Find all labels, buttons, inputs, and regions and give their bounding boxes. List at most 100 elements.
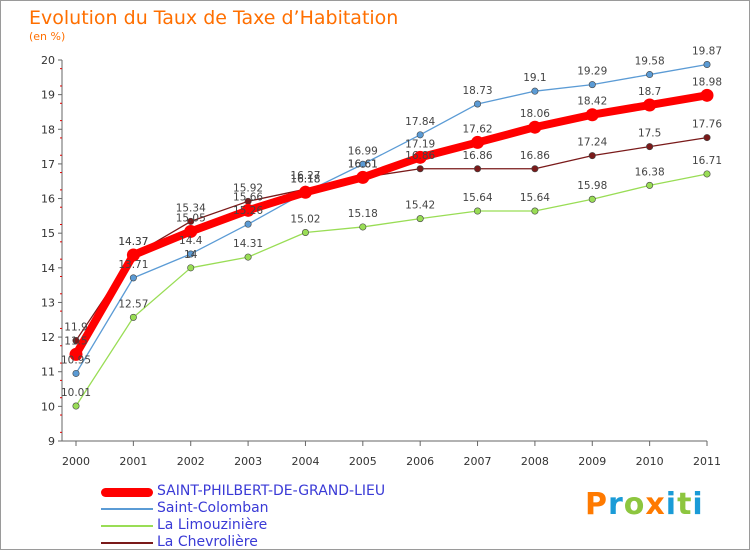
data-label: 14.37 bbox=[118, 236, 148, 248]
data-point bbox=[588, 195, 596, 203]
data-point bbox=[416, 165, 424, 173]
brand-letter: o bbox=[623, 487, 646, 522]
data-label: 15.26 bbox=[233, 205, 263, 217]
data-point bbox=[531, 165, 539, 173]
data-point bbox=[471, 135, 485, 149]
data-label: 16.38 bbox=[635, 166, 665, 178]
legend-label: SAINT-PHILBERT-DE-GRAND-LIEU bbox=[157, 483, 386, 499]
x-tick-label: 2001 bbox=[119, 455, 147, 468]
series-line bbox=[75, 136, 708, 342]
data-point bbox=[588, 152, 596, 160]
data-point bbox=[474, 207, 482, 215]
series-lines bbox=[72, 63, 711, 407]
data-label: 19.87 bbox=[692, 46, 722, 58]
data-label: 17.62 bbox=[463, 123, 493, 135]
data-point bbox=[528, 120, 542, 134]
brand-letter: x bbox=[645, 487, 666, 522]
series-line bbox=[72, 91, 711, 359]
chart-axes: 9 10 11 12 13 14 15 16 17 18 19 20 2000 2001 2002 2003 2… bbox=[41, 54, 721, 468]
data-label: 11.9 bbox=[64, 322, 87, 334]
y-tick-label: 17 bbox=[41, 158, 55, 171]
x-tick-label: 2003 bbox=[234, 455, 262, 468]
legend-swatch bbox=[101, 525, 153, 527]
data-label: 16.61 bbox=[348, 158, 378, 170]
data-label: 12.57 bbox=[118, 298, 148, 310]
data-label: 15.18 bbox=[348, 208, 378, 220]
brand-logo: Proxiti bbox=[585, 487, 704, 522]
data-label: 19.1 bbox=[523, 72, 546, 84]
data-point bbox=[187, 264, 195, 272]
data-label: 16.99 bbox=[348, 145, 378, 157]
x-tick-label: 2009 bbox=[578, 455, 606, 468]
data-point bbox=[588, 81, 596, 89]
y-tick-label: 13 bbox=[41, 296, 55, 309]
data-point bbox=[356, 170, 370, 184]
data-point bbox=[643, 98, 657, 112]
data-point bbox=[126, 248, 140, 262]
data-label: 14 bbox=[184, 249, 198, 261]
data-point bbox=[646, 143, 654, 151]
data-label: 16.18 bbox=[290, 173, 320, 185]
data-point bbox=[703, 61, 711, 69]
y-tick-label: 16 bbox=[41, 193, 55, 206]
brand-letter: i bbox=[665, 487, 678, 522]
data-label: 16.61 bbox=[348, 158, 378, 170]
data-label: 15.64 bbox=[463, 192, 493, 204]
data-label: 15.66 bbox=[233, 191, 263, 203]
data-label: 17.19 bbox=[405, 138, 435, 150]
data-point bbox=[129, 274, 137, 282]
chart-title: Evolution du Taux de Taxe d’Habitation bbox=[29, 7, 399, 29]
x-tick-label: 2008 bbox=[521, 455, 549, 468]
x-tick-label: 2010 bbox=[636, 455, 664, 468]
data-label: 16.18 bbox=[290, 173, 320, 185]
data-point bbox=[359, 223, 367, 231]
data-point bbox=[72, 402, 80, 410]
data-label: 19.29 bbox=[577, 66, 607, 78]
data-label: 16.86 bbox=[520, 150, 550, 162]
data-label: 15.42 bbox=[405, 200, 435, 212]
data-point bbox=[700, 88, 714, 102]
data-point bbox=[703, 134, 711, 142]
y-tick-label: 9 bbox=[48, 435, 55, 448]
data-label: 10.01 bbox=[61, 387, 91, 399]
data-point bbox=[129, 313, 137, 321]
data-point bbox=[703, 170, 711, 178]
legend-label: Saint-Colomban bbox=[157, 500, 269, 516]
data-point bbox=[474, 100, 482, 108]
legend-swatch bbox=[101, 542, 153, 544]
data-point bbox=[187, 250, 195, 258]
y-tick-label: 11 bbox=[41, 366, 55, 379]
data-label: 13.71 bbox=[118, 259, 148, 271]
series-line bbox=[75, 173, 708, 407]
data-label: 15.98 bbox=[577, 180, 607, 192]
data-label: 17.24 bbox=[577, 137, 607, 149]
data-label: 11.5 bbox=[64, 335, 87, 347]
x-tick-label: 2006 bbox=[406, 455, 434, 468]
data-label: 15.64 bbox=[520, 192, 550, 204]
data-point bbox=[585, 108, 599, 122]
data-label: 15.92 bbox=[233, 182, 263, 194]
data-point bbox=[184, 224, 198, 238]
data-point bbox=[69, 347, 83, 361]
data-point bbox=[72, 337, 80, 345]
data-label: 15.34 bbox=[176, 202, 206, 214]
y-tick-label: 10 bbox=[41, 400, 55, 413]
data-label: 16.27 bbox=[290, 170, 320, 182]
legend-label: La Limouzinière bbox=[157, 517, 268, 533]
chart-unit: (en %) bbox=[29, 30, 66, 43]
x-tick-label: 2004 bbox=[291, 455, 319, 468]
x-tick-label: 2007 bbox=[464, 455, 492, 468]
data-point bbox=[474, 165, 482, 173]
data-label: 17.84 bbox=[405, 116, 435, 128]
y-tick-label: 20 bbox=[41, 54, 55, 67]
series-points bbox=[69, 61, 714, 410]
data-point bbox=[413, 150, 427, 164]
x-tick-label: 2005 bbox=[349, 455, 377, 468]
data-label: 18.73 bbox=[463, 85, 493, 97]
data-label: 14.37 bbox=[118, 236, 148, 248]
x-tick-label: 2011 bbox=[693, 455, 721, 468]
data-point bbox=[416, 215, 424, 223]
data-point bbox=[531, 207, 539, 215]
